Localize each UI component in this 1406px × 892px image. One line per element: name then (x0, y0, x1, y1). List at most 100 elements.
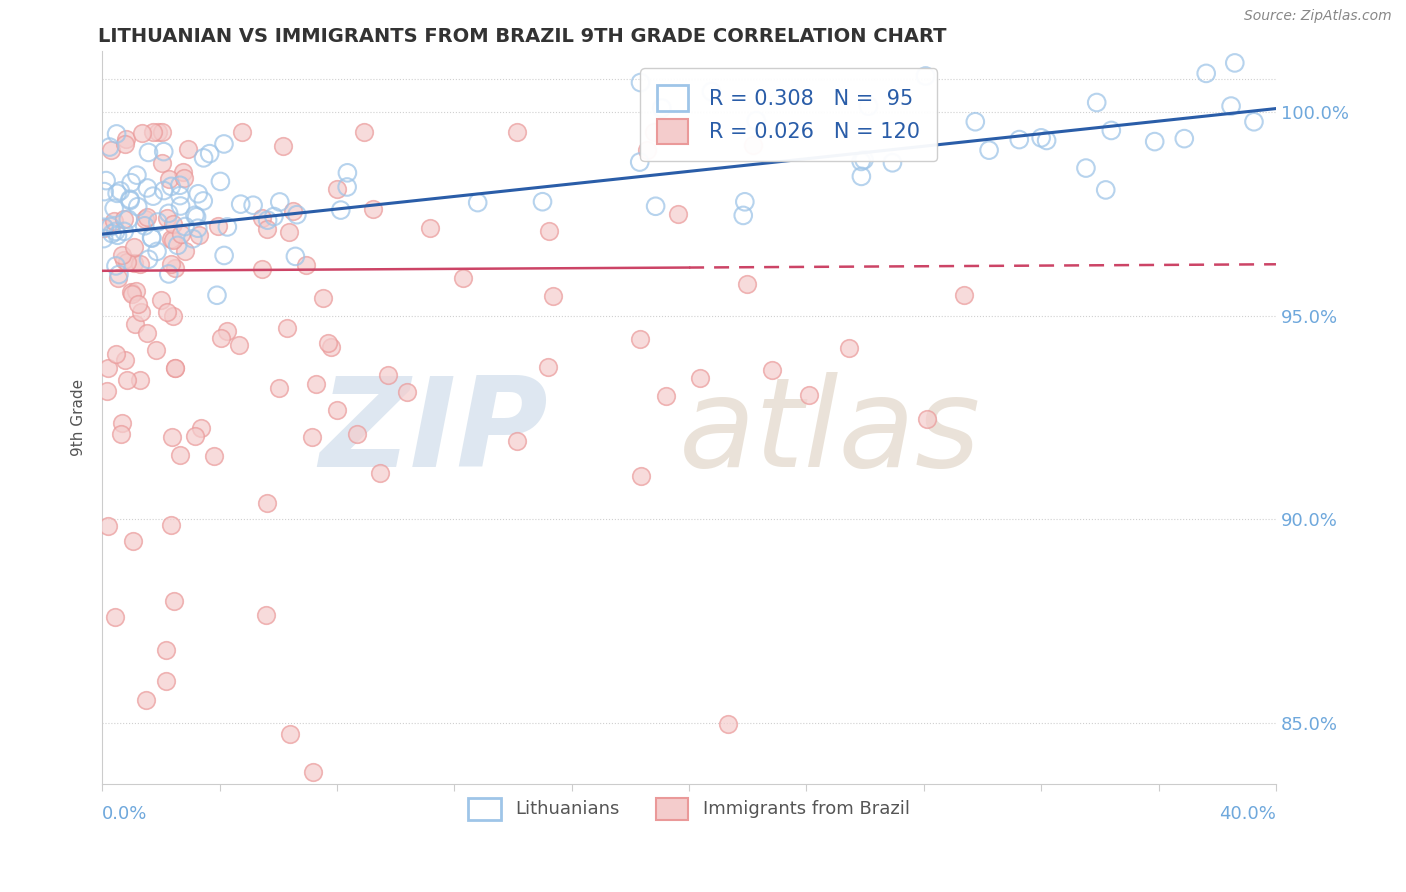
Point (228, 338, 250, 352)
Point (104, 259, 127, 273)
Point (252, 262, 274, 277)
Point (1085, 95, 1108, 110)
Point (734, 194, 756, 209)
Point (952, 288, 974, 302)
Point (1074, 161, 1097, 175)
Point (166, 238, 188, 252)
Point (231, 125, 253, 139)
Point (252, 211, 274, 226)
Point (187, 221, 209, 235)
Point (735, 277, 758, 291)
Point (120, 176, 142, 190)
Point (129, 373, 152, 387)
Point (451, 271, 474, 285)
Point (97, 519, 120, 533)
Point (160, 518, 183, 533)
Point (177, 142, 200, 156)
Point (256, 213, 278, 227)
Point (169, 188, 191, 202)
Point (187, 186, 209, 201)
Point (396, 385, 419, 400)
Point (858, 99, 880, 113)
Point (212, 136, 235, 151)
Point (914, 69, 936, 83)
Point (741, 138, 763, 153)
Point (142, 189, 165, 203)
Text: 0.0%: 0.0% (103, 805, 148, 822)
Point (155, 643, 177, 657)
Point (1143, 135, 1166, 149)
Point (118, 192, 141, 206)
Point (134, 211, 156, 226)
Point (114, 352, 136, 367)
Point (170, 227, 193, 241)
Text: LITHUANIAN VS IMMIGRANTS FROM BRAZIL 9TH GRADE CORRELATION CHART: LITHUANIAN VS IMMIGRANTS FROM BRAZIL 9TH… (98, 27, 946, 45)
Point (107, 228, 129, 243)
Text: atlas: atlas (679, 372, 981, 492)
Point (169, 199, 191, 213)
Point (146, 215, 169, 229)
Point (242, 198, 264, 212)
Point (105, 347, 128, 361)
Point (654, 389, 676, 403)
Point (93, 220, 115, 235)
Point (316, 335, 339, 350)
Point (114, 136, 136, 151)
Point (125, 168, 148, 182)
Point (271, 139, 294, 153)
Point (190, 421, 212, 435)
Point (112, 252, 135, 267)
Point (276, 321, 298, 335)
Point (173, 170, 195, 185)
Point (124, 240, 146, 254)
Point (1094, 183, 1116, 197)
Point (127, 297, 149, 311)
Point (141, 231, 163, 245)
Point (108, 268, 131, 282)
Point (193, 194, 215, 208)
Point (207, 219, 229, 233)
Point (745, 113, 768, 128)
Point (209, 331, 232, 345)
Point (136, 326, 159, 340)
Point (120, 285, 142, 300)
Point (103, 213, 125, 227)
Point (169, 448, 191, 462)
Point (115, 254, 138, 268)
Point (93, 221, 115, 235)
Point (188, 227, 211, 242)
Point (131, 126, 153, 140)
Point (538, 224, 561, 238)
Point (121, 287, 143, 301)
Point (851, 154, 873, 169)
Point (125, 284, 148, 298)
Point (628, 332, 651, 346)
Point (138, 252, 160, 267)
Point (1195, 66, 1218, 80)
Point (630, 76, 652, 90)
Point (853, 153, 876, 167)
Point (94, 173, 117, 187)
Point (122, 256, 145, 270)
Point (215, 324, 238, 338)
Text: 40.0%: 40.0% (1219, 805, 1277, 822)
Point (150, 293, 173, 308)
Text: Source: ZipAtlas.com: Source: ZipAtlas.com (1244, 9, 1392, 23)
Point (100, 219, 122, 234)
Point (733, 208, 755, 222)
Point (467, 195, 489, 210)
Point (198, 146, 221, 161)
Point (637, 143, 659, 157)
Point (145, 343, 167, 357)
Point (134, 219, 156, 233)
Point (628, 155, 651, 169)
Point (301, 765, 323, 780)
Point (117, 212, 139, 227)
Point (124, 317, 146, 331)
Point (115, 132, 138, 146)
Point (229, 197, 252, 211)
Point (965, 114, 987, 128)
Point (131, 305, 153, 319)
Point (165, 361, 187, 376)
Point (263, 210, 285, 224)
